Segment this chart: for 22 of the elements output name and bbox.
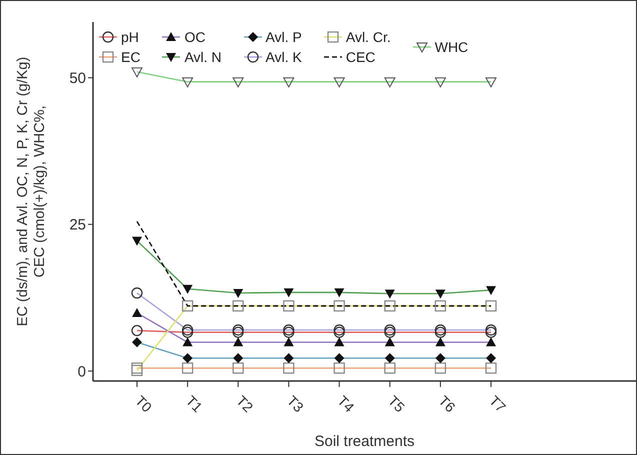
legend-label: CEC [346,49,376,65]
y-axis-title: EC (ds/m), and Avl. OC, N, P, K, Cr (g/Kg) CEC (cmol(+)/kg), WHC%, [15,56,48,326]
y-tick-label: 50 [69,70,86,88]
x-tick-label: T6 [436,392,459,416]
legend-label: Avl. P [266,29,302,45]
legend-label: pH [121,29,139,45]
x-tick-label: T0 [132,392,156,416]
legend-label: OC [184,29,206,45]
x-axis-title: Soil treatments [314,433,415,450]
legend-label: Avl. K [266,49,302,65]
x-tick-label: T1 [182,392,206,416]
y-tick-label: 25 [69,216,86,234]
x-tick-label: T3 [284,392,307,416]
x-tick-label: T7 [486,392,510,416]
legend-label: Avl. N [184,49,222,65]
x-tick-label: T5 [385,392,408,416]
legend-label: WHC [434,39,468,55]
legend-label: Avl. Cr. [346,29,391,45]
y-tick-label: 0 [78,363,86,380]
legend-label: EC [121,49,140,65]
x-tick-label: T2 [233,392,256,416]
x-tick-label: T4 [334,392,358,416]
